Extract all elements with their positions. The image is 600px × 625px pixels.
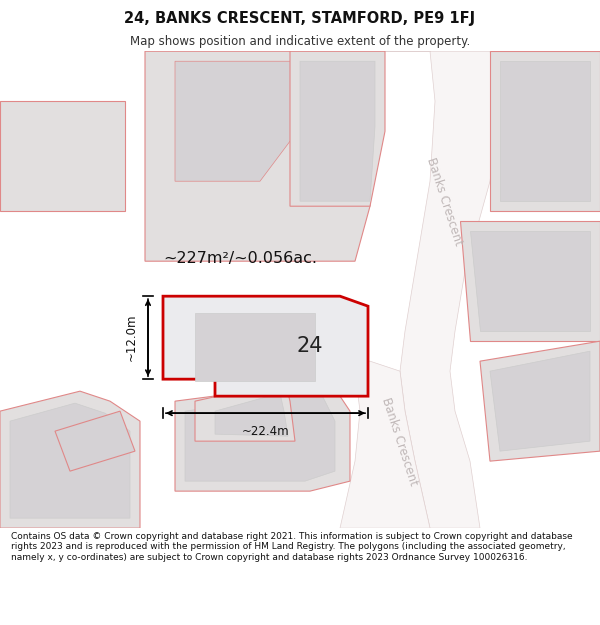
Text: Banks Crescent: Banks Crescent (425, 156, 466, 247)
Polygon shape (490, 51, 600, 211)
Polygon shape (145, 51, 380, 261)
Polygon shape (460, 221, 600, 341)
Polygon shape (175, 381, 350, 491)
Polygon shape (185, 391, 335, 481)
Text: ~22.4m: ~22.4m (242, 425, 289, 438)
Polygon shape (340, 361, 430, 528)
Text: Map shows position and indicative extent of the property.: Map shows position and indicative extent… (130, 35, 470, 48)
Text: 24, BANKS CRESCENT, STAMFORD, PE9 1FJ: 24, BANKS CRESCENT, STAMFORD, PE9 1FJ (124, 11, 476, 26)
Text: 24: 24 (297, 336, 323, 356)
Polygon shape (480, 341, 600, 461)
Polygon shape (0, 391, 140, 528)
Polygon shape (470, 231, 590, 331)
Polygon shape (290, 51, 385, 206)
Polygon shape (385, 51, 500, 528)
Polygon shape (490, 351, 590, 451)
Polygon shape (195, 313, 315, 381)
Polygon shape (175, 61, 340, 181)
Polygon shape (163, 296, 368, 396)
Polygon shape (500, 61, 590, 201)
Text: ~227m²/~0.056ac.: ~227m²/~0.056ac. (163, 251, 317, 266)
Text: Banks Crescent: Banks Crescent (380, 396, 421, 487)
Polygon shape (10, 403, 130, 518)
Polygon shape (0, 101, 125, 211)
Text: ~12.0m: ~12.0m (125, 314, 138, 361)
Polygon shape (55, 411, 135, 471)
Text: Contains OS data © Crown copyright and database right 2021. This information is : Contains OS data © Crown copyright and d… (11, 532, 572, 562)
Polygon shape (300, 61, 375, 201)
Polygon shape (215, 393, 288, 436)
Polygon shape (195, 381, 295, 441)
